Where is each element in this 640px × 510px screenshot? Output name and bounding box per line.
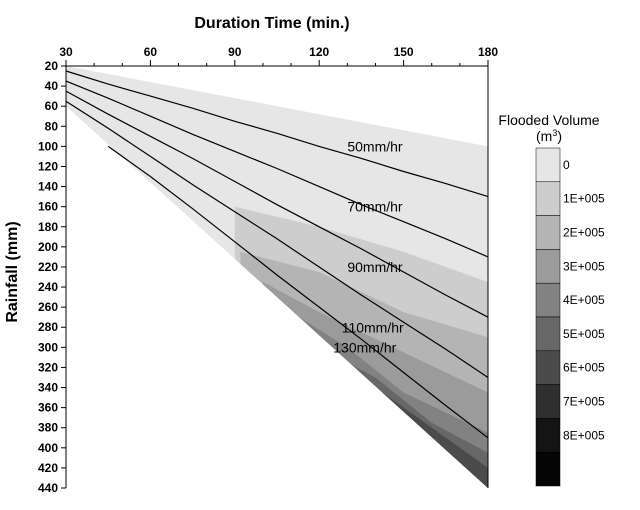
y-tick-label: 280	[38, 320, 58, 334]
x-tick-label: 30	[59, 45, 73, 59]
legend-level-label: 7E+005	[563, 395, 605, 409]
y-tick-label: 160	[38, 200, 58, 214]
y-tick-label: 320	[38, 360, 58, 374]
legend-level-label: 6E+005	[563, 361, 605, 375]
y-tick-label: 80	[45, 119, 59, 133]
axes: 30 60 90 120 150 180 20 40 60 80 100 120 140 160 180 20…	[38, 45, 498, 495]
y-tick-label: 100	[38, 139, 58, 153]
contour-line-130mm-hr	[107, 145, 489, 439]
y-tick-label: 40	[45, 79, 59, 93]
legend-level-label: 8E+005	[563, 428, 605, 442]
y-tick-label: 120	[38, 159, 58, 173]
legend-swatch-5	[535, 316, 561, 352]
y-tick-label: 220	[38, 260, 58, 274]
legend-level-label: 1E+005	[563, 192, 605, 206]
x-tick-label: 150	[394, 45, 414, 59]
y-tick-label: 360	[38, 401, 58, 415]
y-tick-label: 140	[38, 180, 58, 194]
contour-line-90mm-hr	[65, 90, 489, 318]
x-tick-label: 120	[309, 45, 329, 59]
y-tick-label: 240	[38, 280, 58, 294]
y-tick-label: 60	[45, 99, 59, 113]
y-tick-label: 200	[38, 240, 58, 254]
legend-swatch-6	[535, 350, 561, 385]
legend-level-label: 2E+005	[563, 226, 605, 240]
y-tick-label: 300	[38, 340, 58, 354]
legend: 0 1E+005 2E+005 3E+005 4E+005 5E+005 6E+005 7E+…	[498, 112, 605, 487]
legend-title: Flooded Volume	[498, 112, 599, 128]
y-tick-label: 380	[38, 421, 58, 435]
plot-area: 50mm/hr 70mm/hr 90mm/hr 110mm/hr 130mm/hr	[65, 66, 489, 488]
contour-line-50mm-hr	[65, 70, 489, 198]
legend-level-label: 0	[563, 158, 570, 172]
legend-swatch-0	[535, 147, 561, 183]
y-tick-label: 20	[45, 59, 59, 73]
y-tick-label: 340	[38, 381, 58, 395]
contour-line-110mm-hr	[65, 100, 489, 378]
legend-swatch-7	[535, 384, 561, 419]
y-tick-label: 180	[38, 220, 58, 234]
legend-unit: (m3)	[536, 128, 562, 144]
legend-swatch-9	[535, 451, 561, 487]
y-tick-label: 420	[38, 461, 58, 475]
contour-label-130mm-hr: 130mm/hr	[333, 339, 396, 355]
legend-level-label: 5E+005	[563, 327, 605, 341]
contour-label-70mm-hr: 70mm/hr	[347, 199, 403, 215]
x-tick-label: 90	[228, 45, 242, 59]
legend-level-label: 3E+005	[563, 259, 605, 273]
legend-level-label: 4E+005	[563, 293, 605, 307]
legend-swatch-3	[535, 249, 561, 284]
y-axis-title: Rainfall (mm)	[4, 221, 21, 322]
contour-line-70mm-hr	[65, 80, 489, 258]
y-tick-label: 400	[38, 441, 58, 455]
contour-label-110mm-hr: 110mm/hr	[342, 319, 404, 335]
y-tick-label: 440	[38, 481, 58, 495]
x-tick-label: 180	[478, 45, 498, 59]
legend-swatch-2	[535, 215, 561, 250]
legend-swatch-8	[535, 418, 561, 453]
x-axis-title: Duration Time (min.)	[194, 15, 349, 32]
legend-swatch-1	[535, 181, 561, 216]
x-tick-label: 60	[144, 45, 158, 59]
y-tick-label: 260	[38, 300, 58, 314]
contour-label-50mm-hr: 50mm/hr	[347, 138, 403, 154]
legend-swatch-4	[535, 282, 561, 318]
contour-label-90mm-hr: 90mm/hr	[347, 259, 403, 275]
